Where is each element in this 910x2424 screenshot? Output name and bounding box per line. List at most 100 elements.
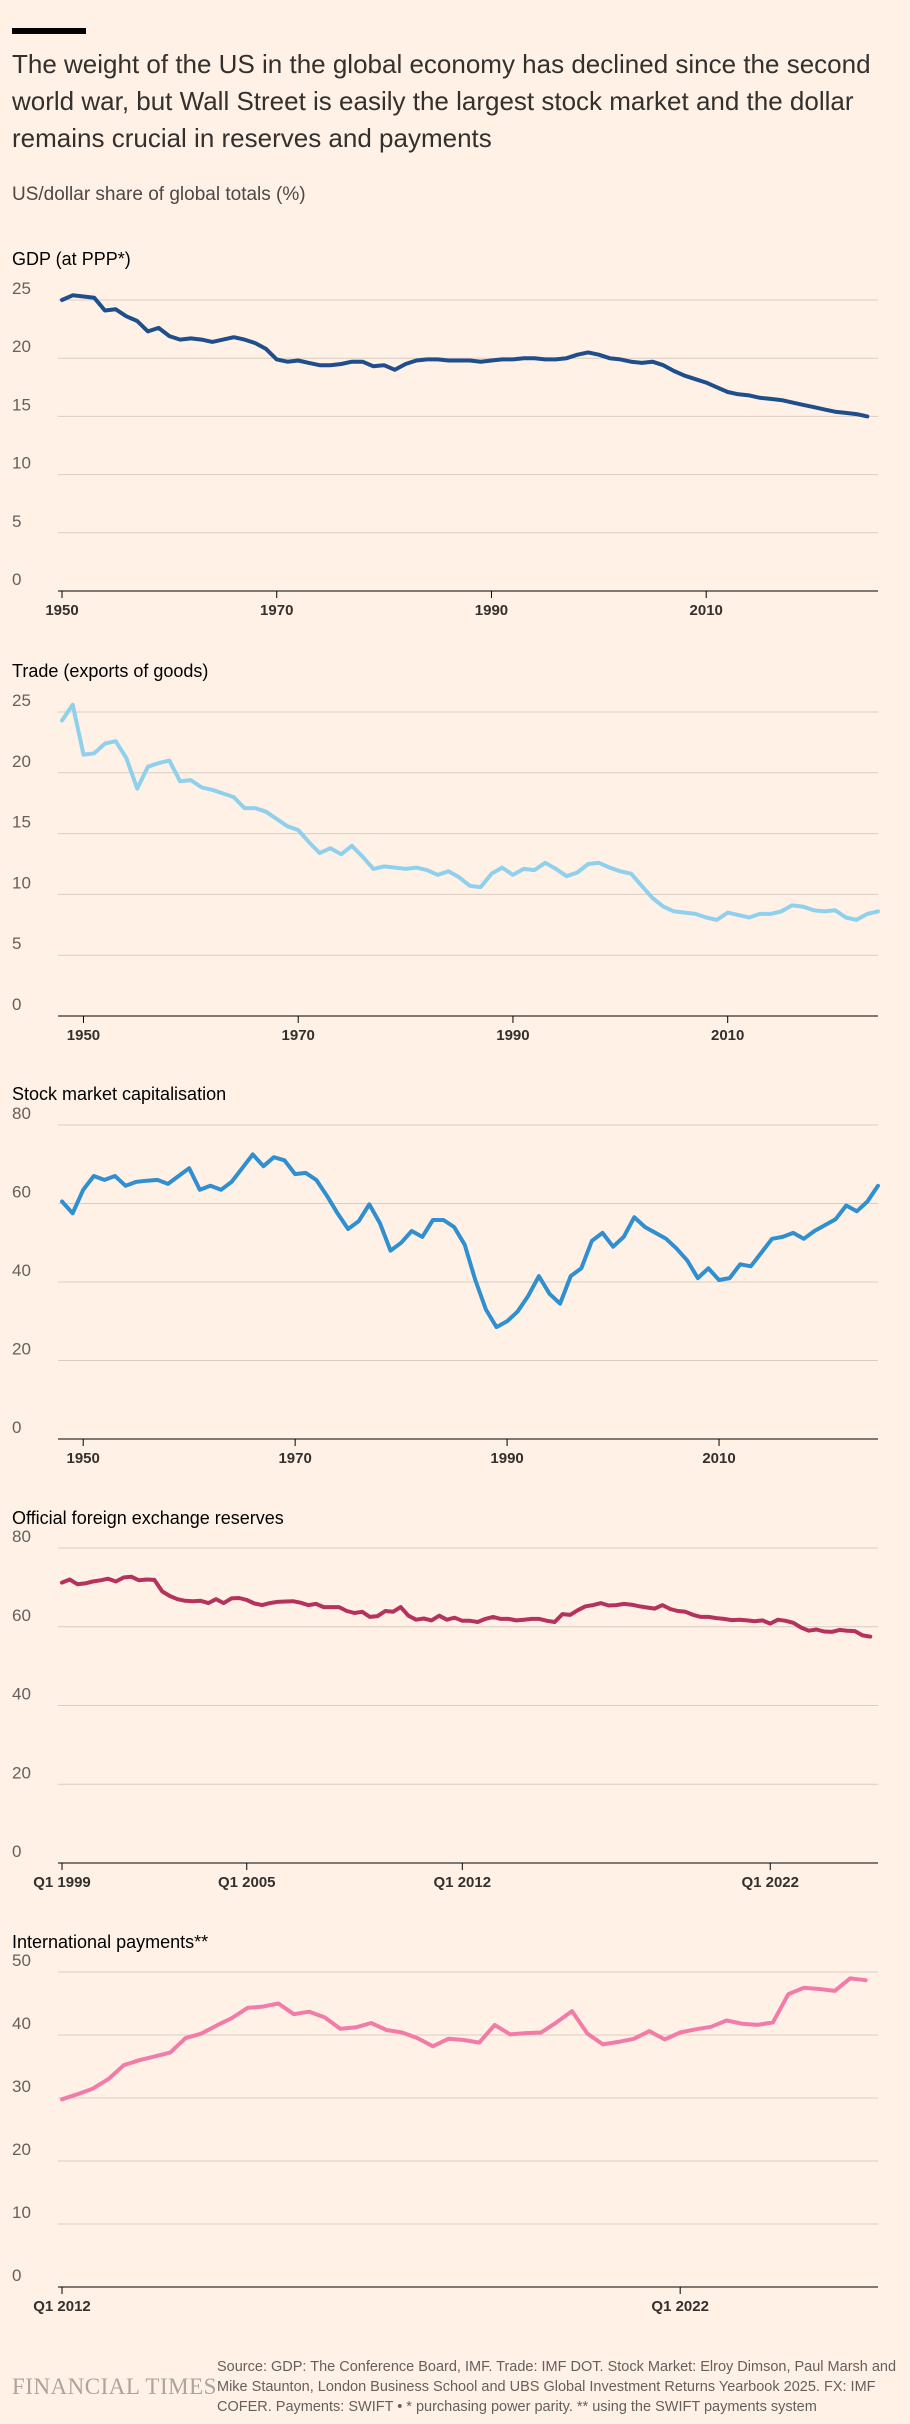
gdp-y-tick: 0 xyxy=(12,570,21,589)
stock-y-tick-label: 0 xyxy=(12,1418,21,1437)
reserves-y-tick-label: 80 xyxy=(12,1527,31,1546)
payments-chart: 0 10 20 30 40 50 Q1 2012 Q1 2022 xyxy=(12,1951,878,2315)
stock-x-tick-label: 1970 xyxy=(278,1450,311,1467)
trade-y-tick-label: 5 xyxy=(12,934,21,953)
trade-y-tick: 0 xyxy=(12,995,21,1014)
trade-y-tick-label: 20 xyxy=(12,752,31,771)
stock-x-tick-label: 1990 xyxy=(490,1450,523,1467)
gdp-y-tick: 20 xyxy=(12,337,878,359)
stock-x-tick: 1970 xyxy=(278,1439,312,1467)
payments-y-tick-label: 30 xyxy=(12,2077,31,2096)
gdp-chart-title: GDP (at PPP*) xyxy=(12,249,131,269)
reserves-series-line xyxy=(60,1574,873,1639)
gdp-x-tick: 2010 xyxy=(690,591,723,619)
payments-y-tick: 0 xyxy=(12,2266,21,2285)
reserves-y-tick: 60 xyxy=(12,1606,878,1628)
ft-logo: FINANCIAL TIMES xyxy=(12,2374,217,2399)
trade-y-tick-label: 25 xyxy=(12,691,31,710)
payments-y-tick-label: 20 xyxy=(12,2140,31,2159)
stock-series-line xyxy=(60,1152,880,1330)
payments-x-tick-label: Q1 2012 xyxy=(33,2298,91,2315)
payments-y-tick: 30 xyxy=(12,2077,878,2099)
payments-x-tick-label: Q1 2022 xyxy=(651,2298,709,2315)
stock-y-tick: 20 xyxy=(12,1340,878,1361)
reserves-x-tick: Q1 2005 xyxy=(218,1863,276,1891)
gdp-x-tick-label: 2010 xyxy=(690,602,723,619)
trade-y-tick: 25 xyxy=(12,691,878,713)
reserves-y-tick: 0 xyxy=(12,1842,21,1861)
payments-x-tick: Q1 2022 xyxy=(651,2287,709,2315)
payments-y-tick: 20 xyxy=(12,2140,878,2162)
gdp-x-tick-label: 1950 xyxy=(45,602,78,619)
gdp-x-tick: 1970 xyxy=(260,591,293,619)
stock-y-tick: 60 xyxy=(12,1183,878,1204)
stock-y-tick: 80 xyxy=(12,1104,878,1126)
reserves-chart-title: Official foreign exchange reserves xyxy=(12,1508,284,1528)
gdp-y-tick-label: 15 xyxy=(12,395,31,414)
headline: The weight of the US in the global econo… xyxy=(12,49,871,153)
payments-series-line xyxy=(60,1976,868,2102)
payments-y-tick: 50 xyxy=(12,1951,878,1973)
stock-y-tick-label: 60 xyxy=(12,1183,31,1202)
reserves-chart: 0 20 40 60 80 Q1 1999 Q1 2005 Q1 2012 Q1 2022 xyxy=(12,1527,878,1891)
stock-x-tick-label: 1950 xyxy=(67,1450,100,1467)
payments-y-tick-label: 40 xyxy=(12,2014,31,2033)
reserves-x-tick-label: Q1 1999 xyxy=(33,1874,91,1891)
reserves-x-tick: Q1 2012 xyxy=(434,1863,492,1891)
reserves-x-tick: Q1 2022 xyxy=(741,1863,799,1891)
stock-x-tick: 2010 xyxy=(702,1439,736,1467)
trade-y-tick-label: 15 xyxy=(12,813,31,832)
stock-y-tick-label: 40 xyxy=(12,1261,31,1280)
gdp-series-line xyxy=(60,293,870,419)
reserves-x-tick-label: Q1 2005 xyxy=(218,1874,276,1891)
stock-y-tick: 0 xyxy=(12,1418,21,1437)
gdp-y-tick-label: 20 xyxy=(12,337,31,356)
gdp-x-tick: 1990 xyxy=(475,591,508,619)
subtitle: US/dollar share of global totals (%) xyxy=(12,184,306,205)
reserves-y-tick-label: 40 xyxy=(12,1685,31,1704)
gdp-y-tick-label: 5 xyxy=(12,512,21,531)
gdp-y-tick: 25 xyxy=(12,279,878,301)
reserves-x-tick: Q1 1999 xyxy=(33,1863,91,1891)
gdp-x-tick-label: 1970 xyxy=(260,602,293,619)
trade-y-tick: 20 xyxy=(12,752,878,774)
payments-y-tick: 10 xyxy=(12,2203,878,2225)
stock-chart-title: Stock market capitalisation xyxy=(12,1084,227,1104)
reserves-x-tick-label: Q1 2012 xyxy=(434,1874,492,1891)
trade-x-tick-label: 1950 xyxy=(67,1027,100,1044)
stock-x-tick: 1990 xyxy=(490,1439,524,1467)
gdp-y-tick: 5 xyxy=(12,512,878,534)
payments-y-tick-label: 10 xyxy=(12,2203,31,2222)
payments-chart-title: International payments** xyxy=(12,1932,209,1952)
stock-y-tick-label: 20 xyxy=(12,1340,31,1359)
gdp-y-tick-label: 10 xyxy=(12,454,31,473)
stock-y-tick-label: 80 xyxy=(12,1104,31,1123)
trade-y-tick: 5 xyxy=(12,934,878,956)
gdp-y-tick: 10 xyxy=(12,454,878,476)
stock-x-tick-label: 2010 xyxy=(702,1450,735,1467)
trade-x-tick-label: 2010 xyxy=(711,1027,744,1044)
trade-x-tick: 1970 xyxy=(282,1016,315,1044)
trade-y-tick-label: 10 xyxy=(12,873,31,892)
reserves-y-tick-label: 60 xyxy=(12,1606,31,1625)
stock-x-tick: 1950 xyxy=(67,1439,100,1467)
gdp-x-tick: 1950 xyxy=(45,591,79,619)
reserves-y-tick-label: 20 xyxy=(12,1763,31,1782)
reserves-y-tick: 40 xyxy=(12,1685,878,1706)
trade-x-tick-label: 1970 xyxy=(282,1027,315,1044)
trade-series-line xyxy=(60,702,880,922)
ft-top-bar xyxy=(12,28,86,34)
payments-y-tick-label: 50 xyxy=(12,1951,31,1970)
trade-x-tick: 1990 xyxy=(496,1016,530,1044)
reserves-y-tick: 20 xyxy=(12,1763,878,1785)
reserves-x-tick-label: Q1 2022 xyxy=(741,1874,799,1891)
trade-chart-title: Trade (exports of goods) xyxy=(12,661,209,681)
reserves-y-tick: 80 xyxy=(12,1527,878,1549)
reserves-y-tick-label: 0 xyxy=(12,1842,21,1861)
trade-x-tick: 2010 xyxy=(711,1016,744,1044)
payments-y-tick-label: 0 xyxy=(12,2266,21,2285)
trade-y-tick: 15 xyxy=(12,813,878,835)
stock-chart: 0 20 40 60 80 1950 1970 1990 2010 xyxy=(12,1104,880,1467)
stock-y-tick: 40 xyxy=(12,1261,878,1283)
trade-y-tick: 10 xyxy=(12,873,878,895)
